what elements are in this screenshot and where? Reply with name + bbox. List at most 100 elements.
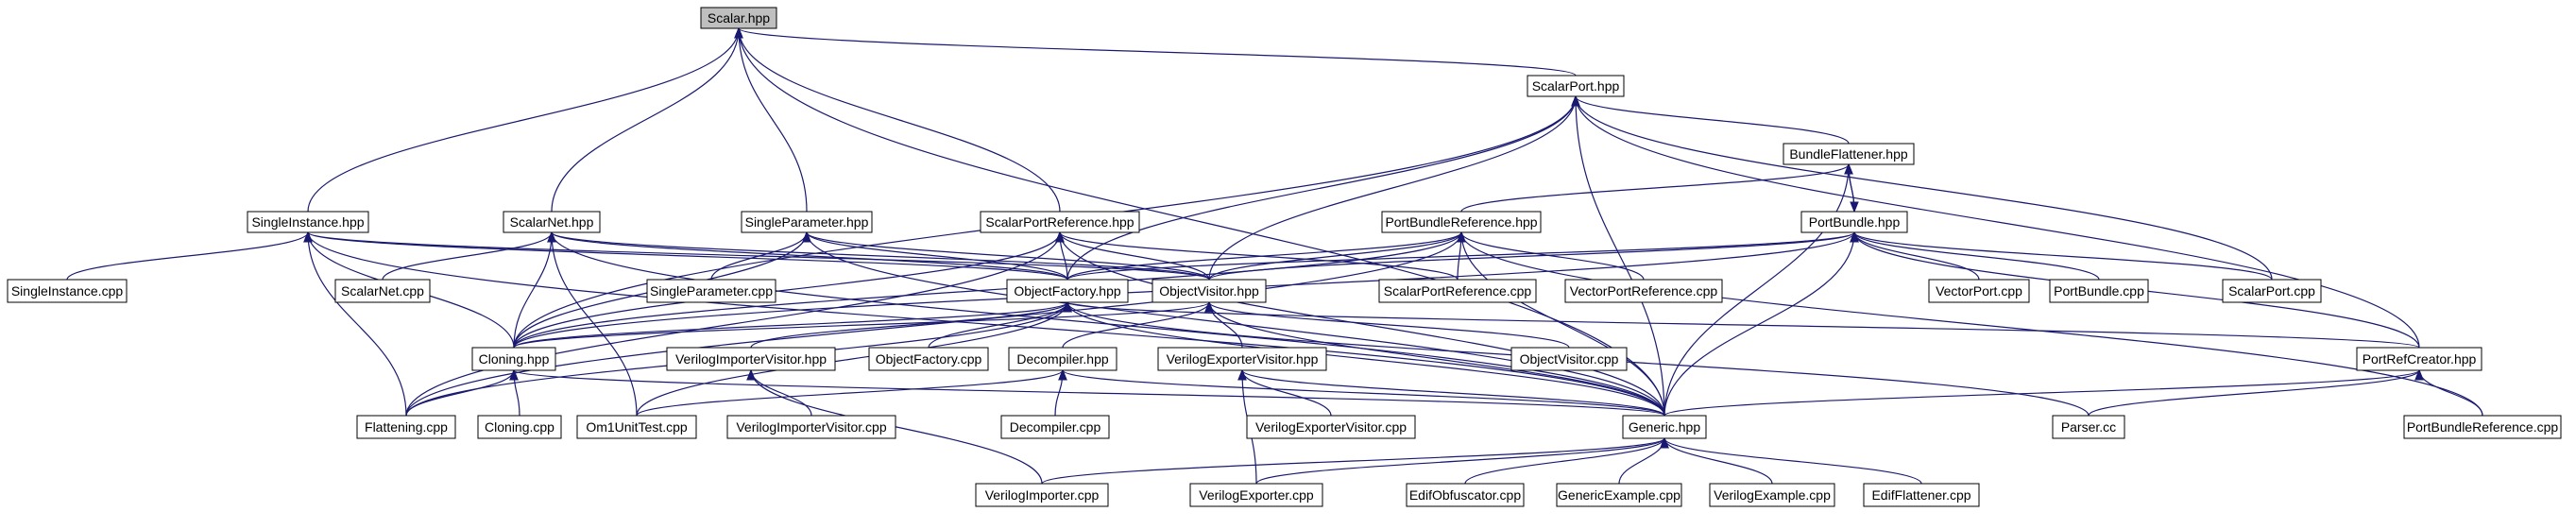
node-objectvisitor-hpp[interactable]: ObjectVisitor.hpp — [1152, 279, 1267, 303]
edge-singleinstance_hpp-to-flattening_cpp — [307, 231, 407, 417]
node-label: PortBundle.cpp — [2054, 283, 2144, 299]
node-label: SingleInstance.hpp — [251, 214, 364, 230]
edge-scalarport_hpp-to-scalarport_cpp — [1575, 95, 2273, 281]
edge-generic_hpp-to-verilogexample_cpp — [1663, 437, 1773, 485]
node-portbundlereference-hpp[interactable]: PortBundleReference.hpp — [1381, 211, 1542, 233]
node-verilogexample-cpp[interactable]: VerilogExample.cpp — [1709, 483, 1835, 507]
edge-scalar_hpp-to-singleinstance_hpp — [307, 27, 740, 213]
node-box — [1189, 483, 1323, 507]
arrowhead-objectvisitor_hpp-to-cloning_hpp — [1204, 300, 1214, 313]
edge-scalarnet_hpp-to-cloning_hpp — [513, 231, 553, 349]
node-decompiler-cpp[interactable]: Decompiler.cpp — [1000, 415, 1110, 439]
node-scalarportreference-hpp[interactable]: ScalarPortReference.hpp — [980, 211, 1140, 233]
node-portrefcreator-hpp[interactable]: PortRefCreator.hpp — [2356, 347, 2482, 371]
node-verilogimporter-cpp[interactable]: VerilogImporter.cpp — [975, 483, 1109, 507]
node-label: ObjectFactory.cpp — [876, 351, 982, 367]
node-flattening-cpp[interactable]: Flattening.cpp — [356, 415, 456, 439]
node-box — [503, 211, 601, 233]
node-vectorport-cpp[interactable]: VectorPort.cpp — [1928, 279, 2030, 303]
node-decompiler-hpp[interactable]: Decompiler.hpp — [1008, 347, 1117, 371]
node-verilogexporter-cpp[interactable]: VerilogExporter.cpp — [1189, 483, 1323, 507]
node-scalarnet-hpp[interactable]: ScalarNet.hpp — [503, 211, 601, 233]
edge-objectfactory_hpp-to-objectfactory_cpp — [928, 301, 1068, 349]
node-label: ScalarNet.hpp — [510, 214, 594, 230]
node-verilogexportervisitor-hpp[interactable]: VerilogExporterVisitor.hpp — [1157, 347, 1327, 371]
node-box — [7, 279, 128, 303]
node-verilogimportervisitor-cpp[interactable]: VerilogImporterVisitor.cpp — [726, 415, 896, 439]
edge-scalar_hpp-to-scalarnet_hpp — [551, 27, 740, 213]
node-vectorportreference-cpp[interactable]: VectorPortReference.cpp — [1564, 279, 1723, 303]
node-verilogimportervisitor-hpp[interactable]: VerilogImporterVisitor.hpp — [666, 347, 836, 371]
node-label: VerilogExporter.cpp — [1199, 487, 1314, 503]
node-label: PortRefCreator.hpp — [2363, 351, 2477, 367]
node-scalarport-hpp[interactable]: ScalarPort.hpp — [1527, 75, 1625, 97]
node-box — [1000, 415, 1110, 439]
edge-cloning_hpp-to-generic_hpp — [513, 369, 1665, 417]
node-box — [247, 211, 369, 233]
node-label: Cloning.hpp — [479, 351, 550, 367]
node-ediflattener-cpp[interactable]: EdifFlattener.cpp — [1863, 483, 1980, 507]
arrowhead-cloning_hpp-to-generic_hpp — [509, 368, 519, 381]
node-singleparameter-hpp[interactable]: SingleParameter.hpp — [741, 211, 873, 233]
node-label: Cloning.cpp — [485, 419, 554, 435]
node-objectfactory-hpp[interactable]: ObjectFactory.hpp — [1006, 279, 1129, 303]
node-label: ObjectFactory.hpp — [1014, 283, 1121, 299]
edge-portbundlereference_hpp-to-objectfactory_hpp — [1066, 231, 1462, 281]
node-portbundle-hpp[interactable]: PortBundle.hpp — [1800, 211, 1908, 233]
node-verilogexportervisitor-cpp[interactable]: VerilogExporterVisitor.cpp — [1246, 415, 1416, 439]
node-box — [1564, 279, 1723, 303]
node-objectvisitor-cpp[interactable]: ObjectVisitor.cpp — [1510, 347, 1628, 371]
edge-objectvisitor_hpp-to-objectvisitor_cpp — [1208, 301, 1570, 349]
node-portbundlereference-cpp[interactable]: PortBundleReference.cpp — [2403, 415, 2562, 439]
edge-portbundlereference_hpp-to-generic_hpp — [1460, 231, 1665, 417]
node-scalar-hpp[interactable]: Scalar.hpp — [700, 7, 777, 29]
node-box — [2222, 279, 2322, 303]
node-scalarportreference-cpp[interactable]: ScalarPortReference.cpp — [1378, 279, 1537, 303]
node-label: Generic.hpp — [1629, 419, 1700, 435]
node-generic-hpp[interactable]: Generic.hpp — [1622, 415, 1707, 439]
node-objectfactory-cpp[interactable]: ObjectFactory.cpp — [868, 347, 989, 371]
node-box — [1800, 211, 1908, 233]
node-scalarport-cpp[interactable]: ScalarPort.cpp — [2222, 279, 2322, 303]
edge-scalarport_hpp-to-portrefcreator_hpp — [1575, 95, 2420, 349]
edge-objectfactory_hpp-to-generic_hpp — [1066, 301, 1665, 417]
node-label: SingleInstance.cpp — [11, 283, 124, 299]
edge-scalarportreference_hpp-to-flattening_cpp — [405, 231, 1061, 417]
node-box — [2356, 347, 2482, 371]
node-box — [726, 415, 896, 439]
node-genericexample-cpp[interactable]: GenericExample.cpp — [1556, 483, 1682, 507]
arrowhead-scalarport_hpp-to-generic_hpp — [1571, 94, 1580, 107]
node-label: Decompiler.cpp — [1010, 419, 1101, 435]
node-box — [700, 7, 777, 29]
node-edifobfuscator-cpp[interactable]: EdifObfuscator.cpp — [1406, 483, 1525, 507]
node-om1unittest-cpp[interactable]: Om1UnitTest.cpp — [576, 415, 697, 439]
edge-portrefcreator_hpp-to-portbundlereference_cpp — [2418, 369, 2483, 417]
node-scalarnet-cpp[interactable]: ScalarNet.cpp — [334, 279, 431, 303]
edge-decompiler_hpp-to-generic_hpp — [1062, 369, 1665, 417]
edge-portbundlereference_hpp-to-flattening_cpp — [405, 231, 1462, 417]
edge-scalar_hpp-to-generic_hpp — [738, 27, 1665, 417]
node-singleinstance-cpp[interactable]: SingleInstance.cpp — [7, 279, 128, 303]
node-box — [1008, 347, 1117, 371]
graph-edges — [66, 26, 2483, 485]
edge-bundleflattener_hpp-to-generic_hpp — [1663, 163, 1850, 417]
arrowhead-portbundle_hpp-to-objectfactory_hpp — [1850, 230, 1859, 243]
node-singleinstance-hpp[interactable]: SingleInstance.hpp — [247, 211, 369, 233]
node-box — [1006, 279, 1129, 303]
node-box — [2052, 415, 2125, 439]
node-label: EdifFlattener.cpp — [1871, 487, 1970, 503]
node-cloning-cpp[interactable]: Cloning.cpp — [477, 415, 562, 439]
node-label: VectorPortReference.cpp — [1570, 283, 1718, 299]
node-box — [741, 211, 873, 233]
node-label: ScalarPort.hpp — [1532, 78, 1620, 94]
node-parser-cc[interactable]: Parser.cc — [2052, 415, 2125, 439]
node-box — [975, 483, 1109, 507]
node-portbundle-cpp[interactable]: PortBundle.cpp — [2049, 279, 2149, 303]
edge-scalarportreference_hpp-to-objectvisitor_hpp — [1059, 231, 1210, 281]
node-bundleflattener-hpp[interactable]: BundleFlattener.hpp — [1783, 143, 1915, 165]
node-cloning-hpp[interactable]: Cloning.hpp — [471, 347, 556, 371]
node-box — [2403, 415, 2562, 439]
edge-singleparameter_hpp-to-objectfactory_hpp — [806, 231, 1068, 281]
node-singleparameter-cpp[interactable]: SingleParameter.cpp — [646, 279, 776, 303]
